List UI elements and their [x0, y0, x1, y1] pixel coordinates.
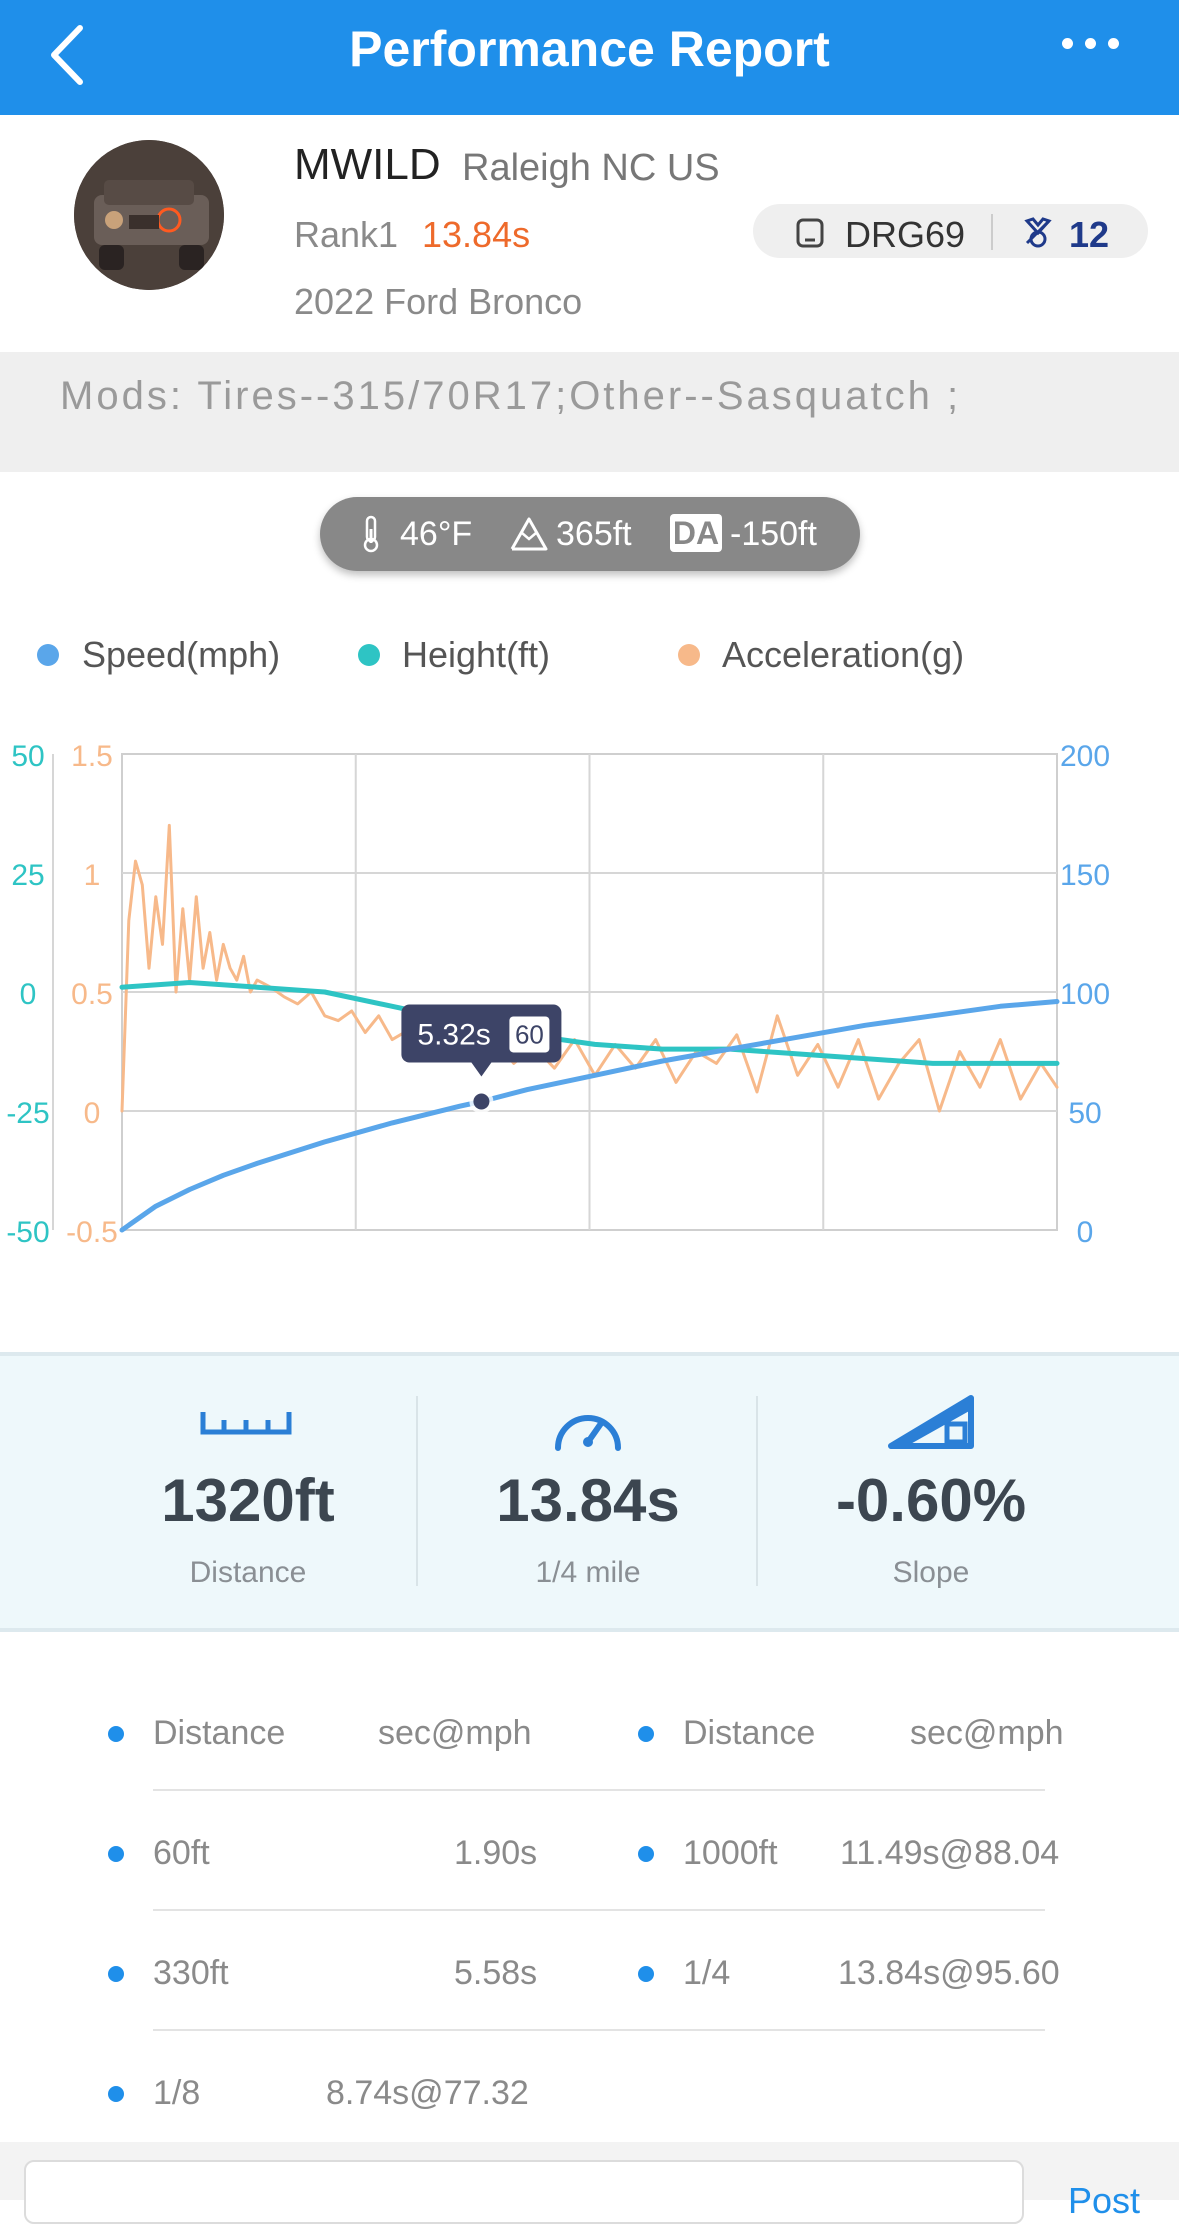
slope-icon: [888, 1395, 974, 1449]
split-distance: 1000ft: [683, 1834, 778, 1872]
temperature-value: 46°F: [400, 515, 473, 553]
acceleration-axis-tick-label: 0: [84, 1097, 101, 1130]
car-photo-icon: [74, 140, 224, 290]
speed-legend-dot: [37, 644, 59, 666]
device-badge: DRG69 12: [753, 204, 1148, 258]
stat-quarter-mile: 13.84s 1/4 mile: [418, 1356, 758, 1628]
split-distance: 1/4: [683, 1954, 731, 1992]
rank-time: 13.84s: [422, 214, 531, 255]
avatar[interactable]: [74, 140, 224, 290]
height-legend-label[interactable]: Height(ft): [402, 634, 551, 675]
acceleration-axis-tick-label: 1.5: [71, 740, 113, 773]
split-timing: 5.58s: [454, 1954, 538, 1992]
height-legend-dot: [358, 644, 380, 666]
comment-bar: Post: [0, 2142, 1179, 2224]
speedometer-icon: [555, 1415, 621, 1451]
split-timing: 13.84s@95.60: [838, 1954, 1060, 1992]
user-location: Raleigh NC US: [462, 147, 720, 189]
density-altitude-value: -150ft: [730, 515, 817, 553]
split-timing: 1.90s: [454, 1834, 538, 1872]
split-distance: 60ft: [153, 1834, 210, 1872]
column-header-distance: Distance: [683, 1714, 816, 1752]
speed-axis-tick-label: 150: [1060, 859, 1110, 892]
height-axis-tick-label: 50: [11, 740, 44, 773]
tooltip-pointer: [471, 1062, 492, 1077]
acceleration-legend-dot: [678, 644, 700, 666]
speed-axis-tick-label: 100: [1060, 978, 1110, 1011]
column-header-timing: sec@mph: [378, 1714, 532, 1752]
list-bullet: [638, 1846, 654, 1862]
stat-value: 13.84s: [496, 1467, 680, 1534]
stats-panel: 1320ft Distance 13.84s 1/4 mile -0.60% S…: [0, 1352, 1179, 1632]
acceleration-axis-tick-label: -0.5: [66, 1216, 118, 1249]
stat-value: 1320ft: [161, 1467, 335, 1534]
stat-divider: [416, 1396, 418, 1586]
stat-label: Distance: [189, 1556, 307, 1589]
top-app-bar: Performance Report: [0, 0, 1179, 115]
height-series-line: [119, 980, 1060, 1066]
mods-bar: Mods: Tires--315/70R17;Other--Sasquatch …: [0, 352, 1179, 472]
acceleration-axis-tick-label: 1: [84, 859, 101, 892]
performance-chart[interactable]: 50 25 0 -25 -50 1.5 1 0.5 0 -0.5 200 150 100 50 0 5.32s…: [0, 700, 1179, 1260]
stat-distance: 1320ft Distance: [78, 1356, 418, 1628]
speed-axis-tick-label: 0: [1077, 1216, 1094, 1249]
row-divider: [153, 1909, 1045, 1911]
device-icon: [796, 218, 824, 248]
height-axis-tick-label: -25: [6, 1097, 49, 1130]
split-distance: 330ft: [153, 1954, 229, 1992]
list-bullet: [638, 1726, 654, 1742]
column-header-timing: sec@mph: [910, 1714, 1064, 1752]
speed-axis-tick-label: 50: [1068, 1097, 1101, 1130]
car-model: 2022 Ford Bronco: [294, 281, 583, 322]
height-axis-tick-label: 0: [20, 978, 37, 1011]
tooltip-value: 60: [515, 1019, 544, 1049]
stat-divider: [756, 1396, 758, 1586]
split-timing: 8.74s@77.32: [326, 2074, 529, 2112]
column-header-distance: Distance: [153, 1714, 286, 1752]
mods-text: Mods: Tires--315/70R17;Other--Sasquatch …: [60, 374, 962, 418]
badge-count: 12: [1069, 214, 1110, 255]
list-bullet: [108, 1846, 124, 1862]
speed-legend-label[interactable]: Speed(mph): [82, 634, 281, 675]
mountain-icon: [510, 517, 548, 551]
user-name: MWILD: [294, 140, 441, 189]
list-bullet: [638, 1966, 654, 1982]
tooltip-marker: [473, 1093, 490, 1110]
conditions-pill: 46°F 365ft DA -150ft: [320, 497, 860, 571]
speed-axis-tick-label: 200: [1060, 740, 1110, 773]
acceleration-axis-tick-label: 0.5: [71, 978, 113, 1011]
tooltip-value-box: [509, 1016, 550, 1053]
post-button[interactable]: Post: [1068, 2180, 1141, 2221]
tooltip-time: 5.32s: [417, 1018, 490, 1051]
speed-series-line: [119, 999, 1060, 1233]
thermometer-icon: [363, 515, 379, 553]
da-icon: DA: [670, 514, 722, 552]
altitude-value: 365ft: [556, 515, 632, 553]
stat-label: Slope: [892, 1556, 970, 1589]
badge-divider: [991, 214, 993, 250]
comment-input[interactable]: [24, 2160, 1024, 2224]
list-bullet: [108, 1726, 124, 1742]
ruler-icon: [200, 1412, 292, 1435]
stat-label: 1/4 mile: [535, 1556, 641, 1589]
medal-icon: [1024, 217, 1052, 248]
row-divider: [153, 1789, 1045, 1791]
rank-label: Rank1: [294, 214, 399, 255]
split-distance: 1/8: [153, 2074, 201, 2112]
height-axis-tick-label: 25: [11, 859, 44, 892]
stat-slope: -0.60% Slope: [761, 1356, 1101, 1628]
page-title: Performance Report: [349, 21, 830, 77]
height-axis-tick-label: -50: [6, 1216, 49, 1249]
stat-value: -0.60%: [835, 1467, 1027, 1534]
acceleration-legend-label[interactable]: Acceleration(g): [722, 634, 965, 675]
split-timing: 11.49s@88.04: [840, 1834, 1060, 1872]
device-code: DRG69: [845, 214, 966, 255]
list-bullet: [108, 1966, 124, 1982]
chevron-left-icon[interactable]: [44, 22, 94, 88]
row-divider: [153, 2029, 1045, 2031]
more-dots-icon[interactable]: [1062, 36, 1132, 60]
list-bullet: [108, 2086, 124, 2102]
